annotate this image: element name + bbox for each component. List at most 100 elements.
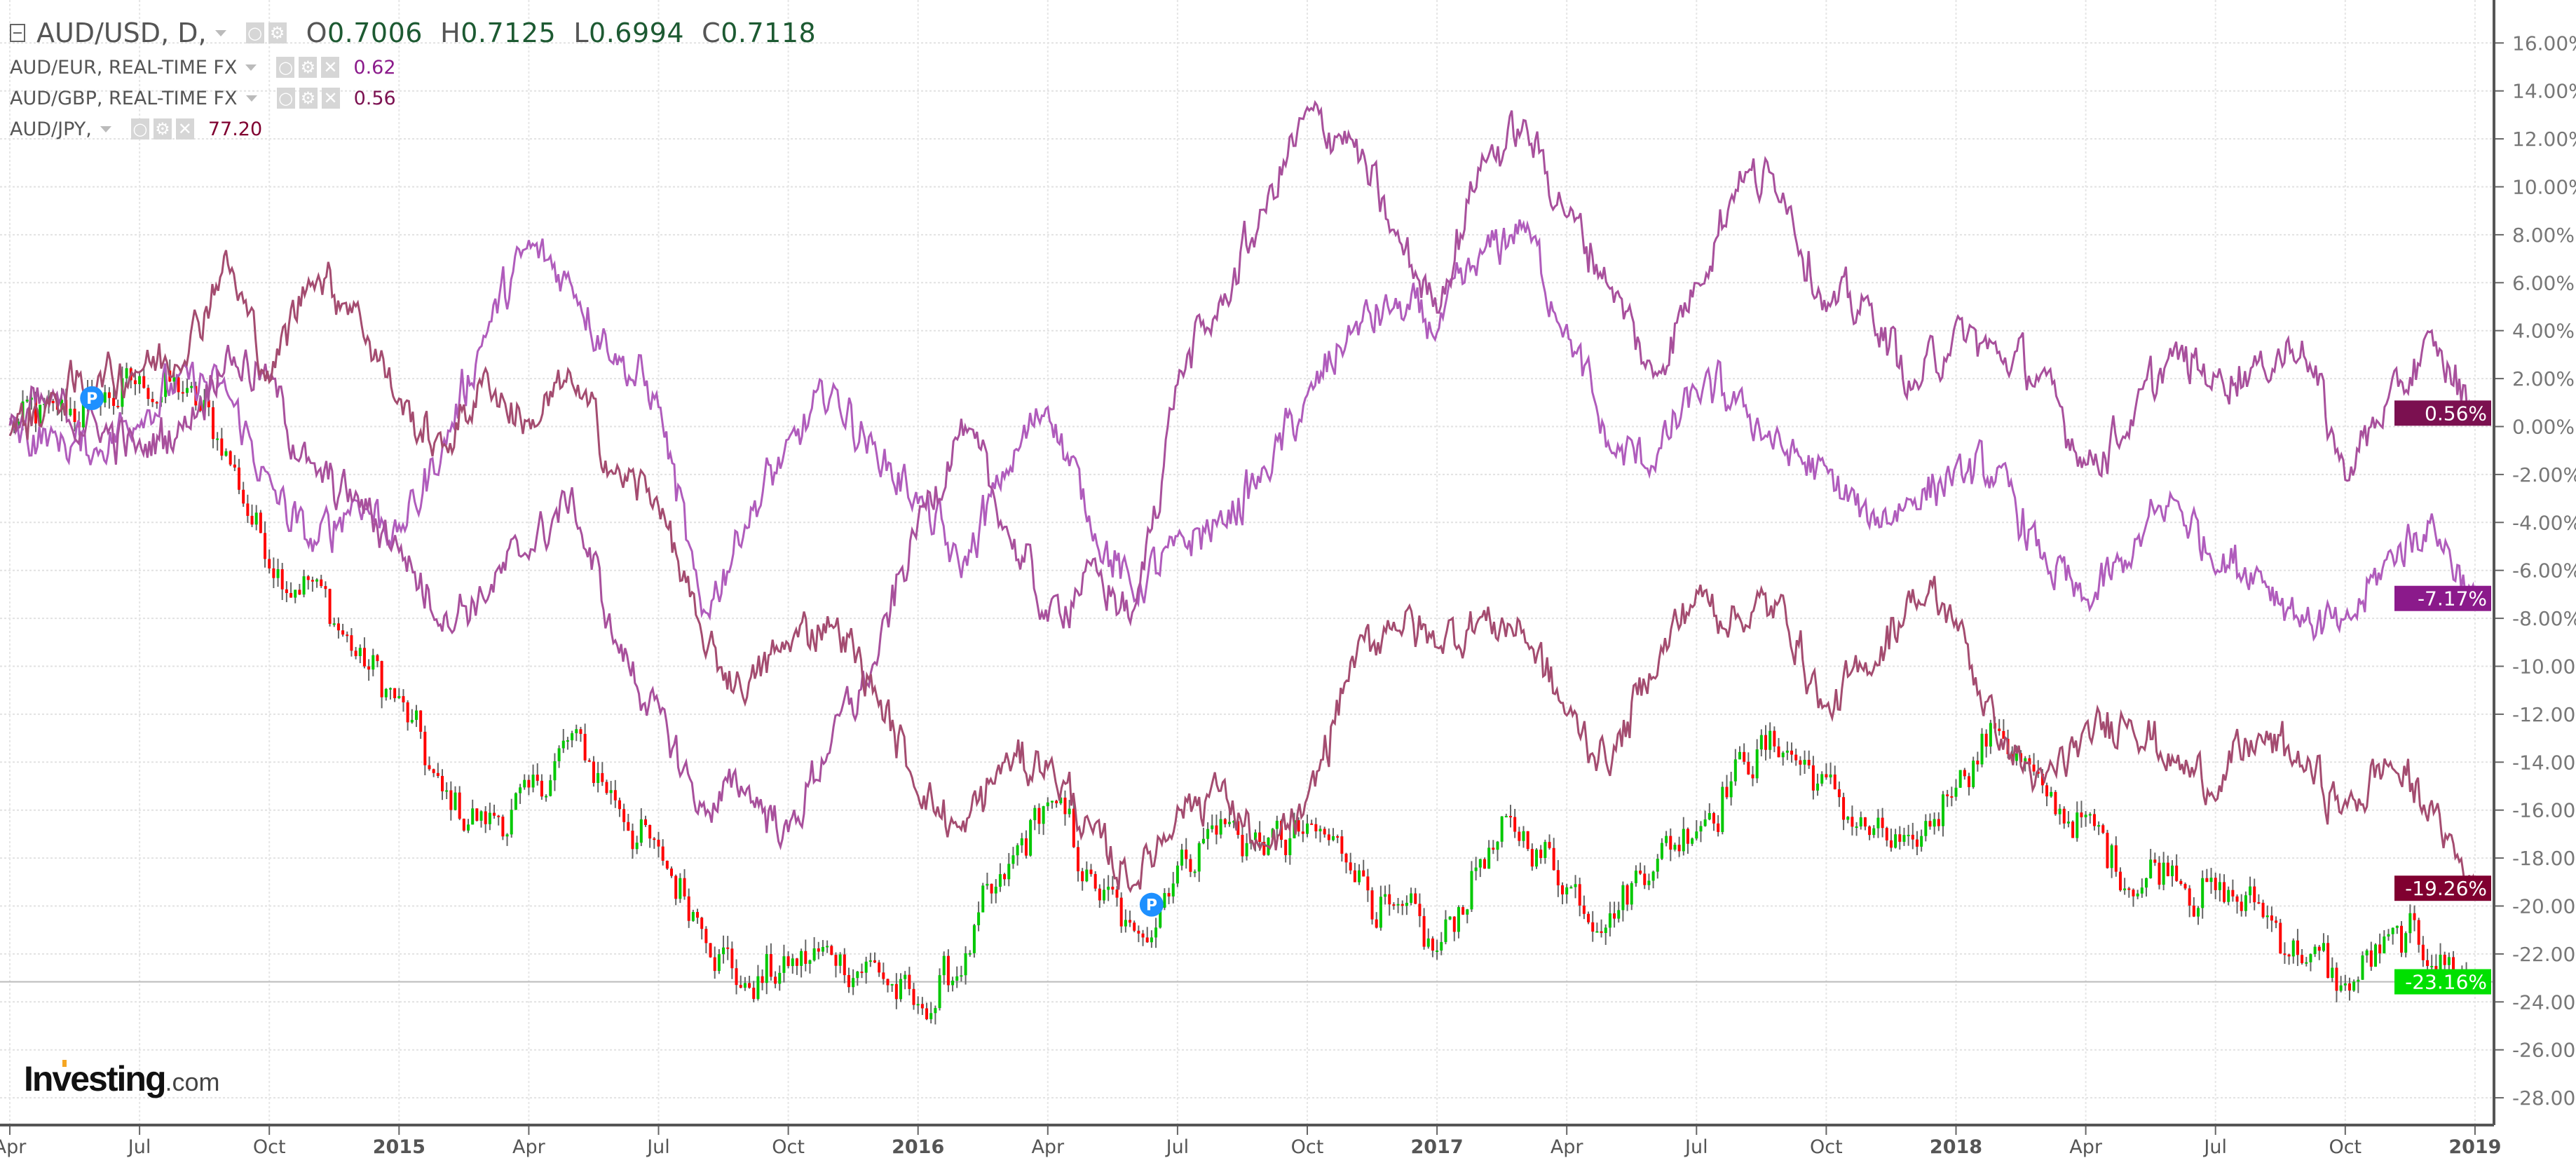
compare-symbol-label[interactable]: AUD/JPY, bbox=[10, 118, 92, 140]
candle-up bbox=[172, 377, 176, 382]
candle-up bbox=[1604, 927, 1607, 933]
candle-down bbox=[1833, 774, 1836, 789]
candle-up bbox=[782, 956, 786, 973]
visibility-icon[interactable]: ○ bbox=[245, 22, 264, 43]
candle-down bbox=[670, 868, 674, 876]
candle-up bbox=[1358, 870, 1361, 883]
last-value-label: -23.16% bbox=[2405, 971, 2487, 994]
candle-down bbox=[925, 1008, 929, 1020]
candle-down bbox=[2192, 905, 2195, 917]
candle-up bbox=[1522, 831, 1525, 841]
visibility-icon[interactable]: ○ bbox=[276, 88, 295, 109]
low-label: L bbox=[573, 18, 590, 48]
candle-down bbox=[2175, 865, 2179, 881]
y-tick-label: -8.00% bbox=[2512, 607, 2576, 630]
last-value-badges: -23.16% -7.17% 0.56% -19.26% bbox=[2394, 400, 2491, 995]
candle-down bbox=[627, 822, 630, 831]
chevron-down-icon[interactable] bbox=[245, 95, 257, 102]
candle-up bbox=[69, 409, 72, 416]
candle-up bbox=[1660, 843, 1663, 859]
candle-down bbox=[1777, 746, 1780, 758]
candle-up bbox=[276, 569, 280, 578]
candle-down bbox=[583, 733, 587, 761]
candle-up bbox=[2024, 758, 2027, 763]
candle-down bbox=[1327, 834, 1330, 840]
gear-icon[interactable]: ⚙ bbox=[153, 118, 172, 139]
candle-up bbox=[2050, 791, 2053, 797]
candle-down bbox=[2413, 913, 2416, 920]
candle-up bbox=[103, 392, 107, 403]
y-tick-label: 2.00% bbox=[2512, 367, 2575, 390]
series-line-aud-eur bbox=[8, 219, 2476, 642]
visibility-icon[interactable]: ○ bbox=[130, 118, 149, 139]
candle-up bbox=[2265, 915, 2269, 918]
close-icon[interactable]: ✕ bbox=[321, 57, 340, 78]
chevron-down-icon[interactable] bbox=[245, 64, 257, 71]
candle-up bbox=[2291, 940, 2295, 957]
last-value-label: 0.56% bbox=[2425, 402, 2487, 425]
gear-icon[interactable]: ⚙ bbox=[299, 88, 318, 109]
candle-up bbox=[1107, 886, 1110, 890]
candle-down bbox=[497, 815, 500, 817]
candle-up bbox=[2408, 913, 2412, 934]
candle-up bbox=[1759, 735, 1763, 750]
candle-down bbox=[704, 929, 708, 944]
candle-up bbox=[968, 953, 972, 955]
candle-up bbox=[254, 512, 258, 525]
candle-up bbox=[1941, 794, 1944, 826]
gear-icon[interactable]: ⚙ bbox=[299, 57, 318, 78]
collapse-icon[interactable] bbox=[10, 24, 25, 42]
candle-down bbox=[1133, 922, 1136, 931]
candle-down bbox=[2443, 955, 2446, 965]
candle-down bbox=[2270, 915, 2273, 921]
close-icon[interactable]: ✕ bbox=[175, 118, 194, 139]
candle-up bbox=[972, 925, 976, 953]
candle-down bbox=[1669, 836, 1672, 850]
candle-down bbox=[142, 376, 146, 388]
candle-up bbox=[2140, 887, 2144, 894]
visibility-icon[interactable]: ○ bbox=[276, 57, 295, 78]
candle-down bbox=[579, 729, 582, 734]
candle-down bbox=[73, 409, 76, 422]
candle-up bbox=[765, 954, 768, 983]
gear-icon[interactable]: ⚙ bbox=[268, 22, 287, 43]
compare-symbol-label[interactable]: AUD/EUR, REAL-TIME FX bbox=[10, 56, 238, 79]
candle-up bbox=[1436, 951, 1439, 953]
x-tick-label: Apr bbox=[1031, 1136, 1065, 1158]
candle-down bbox=[146, 388, 150, 400]
candle-up bbox=[2197, 908, 2200, 917]
event-marker-label: P bbox=[1146, 897, 1157, 915]
candle-down bbox=[2296, 940, 2299, 955]
candle-down bbox=[2101, 825, 2105, 833]
candle-down bbox=[350, 635, 353, 651]
candle-down bbox=[1119, 897, 1123, 927]
candle-down bbox=[1167, 893, 1171, 897]
candle-up bbox=[2361, 955, 2364, 980]
candle-down bbox=[246, 503, 250, 516]
candle-up bbox=[479, 811, 483, 821]
candle-down bbox=[1963, 770, 1966, 777]
candle-down bbox=[501, 817, 505, 837]
candle-up bbox=[1033, 808, 1037, 821]
candle-down bbox=[341, 630, 345, 635]
main-symbol-label[interactable]: AUD/USD, D, bbox=[36, 18, 207, 48]
x-tick-label: Jul bbox=[1684, 1136, 1708, 1158]
candle-up bbox=[2331, 967, 2334, 979]
compare-symbol-label[interactable]: AUD/GBP, REAL-TIME FX bbox=[10, 87, 238, 109]
close-icon[interactable]: ✕ bbox=[321, 88, 340, 109]
candle-down bbox=[2166, 862, 2169, 876]
candle-down bbox=[1115, 890, 1119, 898]
candle-up bbox=[1695, 831, 1698, 839]
candle-up bbox=[2383, 936, 2386, 954]
candle-up bbox=[1163, 893, 1166, 908]
candle-down bbox=[1129, 920, 1132, 923]
candle-up bbox=[1379, 897, 1382, 928]
candle-up bbox=[1068, 808, 1071, 815]
chevron-down-icon[interactable] bbox=[214, 29, 226, 36]
candle-down bbox=[1626, 885, 1629, 905]
chevron-down-icon[interactable] bbox=[100, 125, 111, 132]
candle-up bbox=[722, 947, 725, 955]
candle-down bbox=[207, 400, 210, 408]
candle-up bbox=[904, 974, 907, 979]
